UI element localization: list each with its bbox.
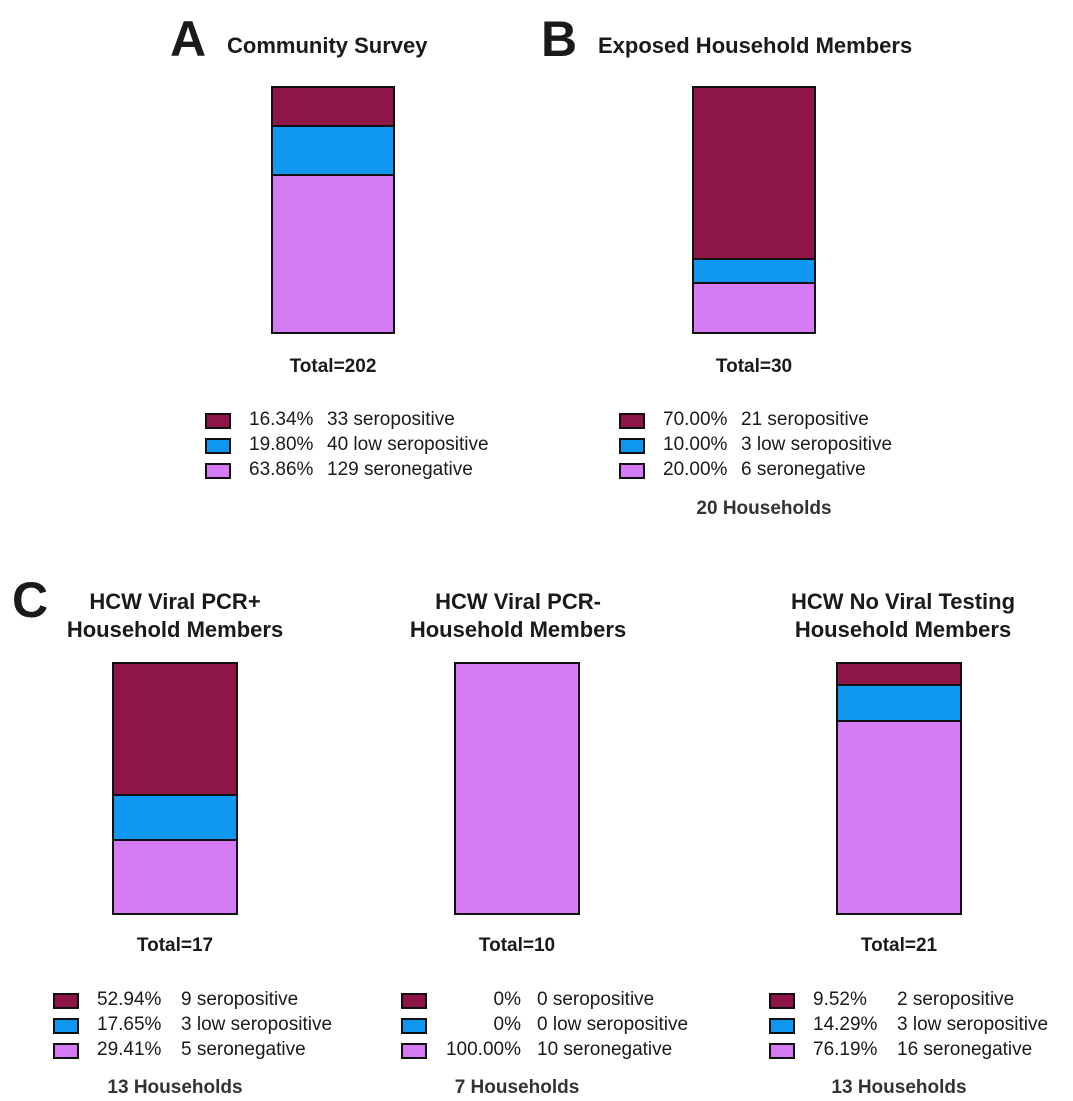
legend-description: 40 low seropositive bbox=[327, 434, 489, 455]
stacked-bar-c2 bbox=[454, 662, 580, 915]
total-label-a: Total=202 bbox=[289, 356, 377, 377]
panel-c3-title-line-1: HCW No Viral Testing bbox=[790, 589, 1016, 614]
legend-percent: 76.19% bbox=[813, 1039, 878, 1060]
segment-seronegative bbox=[454, 662, 580, 915]
segment-seropositive bbox=[692, 86, 816, 260]
legend-percent: 9.52% bbox=[813, 989, 867, 1010]
swatch-low-seropositive bbox=[53, 1018, 79, 1034]
legend-percent: 70.00% bbox=[663, 409, 728, 430]
legend-percent: 52.94% bbox=[97, 989, 162, 1010]
total-label-c2: Total=10 bbox=[478, 935, 556, 956]
households-c2: 7 Households bbox=[454, 1077, 580, 1098]
legend-description: 33 seropositive bbox=[327, 409, 455, 430]
swatch-seropositive bbox=[619, 413, 645, 429]
legend-description: 5 seronegative bbox=[181, 1039, 306, 1060]
panel-b-title: Exposed Household Members bbox=[598, 33, 913, 58]
panel-letter-c: C bbox=[12, 572, 49, 628]
legend-description: 6 seronegative bbox=[741, 459, 866, 480]
legend-description: 10 seronegative bbox=[537, 1039, 673, 1060]
panel-c1-title-line-2: Household Members bbox=[66, 617, 284, 642]
legend-a: 16.34% 33 seropositive 19.80% 40 low seropo… bbox=[205, 409, 535, 489]
segment-seropositive bbox=[271, 86, 395, 127]
legend-percent: 29.41% bbox=[97, 1039, 162, 1060]
panel-c3-title-line-2: Household Members bbox=[794, 617, 1012, 642]
legend-description: 3 low seropositive bbox=[741, 434, 893, 455]
legend-b: 70.00% 21 seropositive 10.00% 3 low seropos… bbox=[619, 409, 959, 489]
stacked-bar-a bbox=[271, 86, 395, 334]
panel-c2-title: HCW Viral PCR- Household Members bbox=[388, 588, 648, 644]
legend-percent: 63.86% bbox=[249, 459, 314, 480]
panel-c3-title: HCW No Viral Testing Household Members bbox=[763, 588, 1043, 644]
legend-percent: 17.65% bbox=[97, 1014, 162, 1035]
legend-description: 21 seropositive bbox=[741, 409, 869, 430]
swatch-seropositive bbox=[401, 993, 427, 1009]
legend-percent: 20.00% bbox=[663, 459, 728, 480]
swatch-seronegative bbox=[205, 463, 231, 479]
segment-low-seropositive bbox=[836, 684, 962, 723]
swatch-low-seropositive bbox=[401, 1018, 427, 1034]
households-c3: 13 Households bbox=[831, 1077, 967, 1098]
panel-c1-title: HCW Viral PCR+ Household Members bbox=[45, 588, 305, 644]
legend-description: 0 low seropositive bbox=[537, 1014, 689, 1035]
legend-description: 16 seronegative bbox=[897, 1039, 1033, 1060]
total-label-c1: Total=17 bbox=[136, 935, 214, 956]
segment-seropositive bbox=[112, 662, 238, 796]
segment-low-seropositive bbox=[112, 793, 238, 841]
legend-description: 9 seropositive bbox=[181, 989, 299, 1010]
legend-description: 2 seropositive bbox=[897, 989, 1015, 1010]
total-label-c3: Total=21 bbox=[860, 935, 938, 956]
swatch-low-seropositive bbox=[619, 438, 645, 454]
legend-percent: 100.00% bbox=[445, 1039, 521, 1060]
households-b: 20 Households bbox=[696, 498, 832, 519]
legend-percent: 0% bbox=[493, 1014, 521, 1035]
legend-description: 3 low seropositive bbox=[181, 1014, 333, 1035]
legend-c1: 52.94% 9 seropositive 17.65% 3 low seroposi… bbox=[53, 989, 363, 1069]
segment-seronegative bbox=[836, 720, 962, 915]
legend-percent: 14.29% bbox=[813, 1014, 878, 1035]
swatch-seronegative bbox=[619, 463, 645, 479]
swatch-low-seropositive bbox=[769, 1018, 795, 1034]
panel-c1-title-line-1: HCW Viral PCR+ bbox=[89, 589, 261, 614]
legend-percent: 16.34% bbox=[249, 409, 314, 430]
swatch-seropositive bbox=[53, 993, 79, 1009]
swatch-low-seropositive bbox=[205, 438, 231, 454]
swatch-seropositive bbox=[769, 993, 795, 1009]
segment-seronegative bbox=[692, 282, 816, 334]
total-label-b: Total=30 bbox=[715, 356, 793, 377]
swatch-seronegative bbox=[53, 1043, 79, 1059]
legend-description: 3 low seropositive bbox=[897, 1014, 1049, 1035]
legend-c3: 9.52% 2 seropositive 14.29% 3 low seroposit… bbox=[769, 989, 1069, 1069]
panel-c2-title-line-1: HCW Viral PCR- bbox=[435, 589, 601, 614]
panel-a-title: Community Survey bbox=[227, 33, 428, 58]
swatch-seronegative bbox=[401, 1043, 427, 1059]
panel-letter-a: A bbox=[170, 11, 207, 67]
legend-c2: 0% 0 seropositive 0% 0 low seropositive 100.… bbox=[401, 989, 731, 1069]
stacked-bar-b bbox=[692, 86, 816, 334]
segment-seronegative bbox=[112, 838, 238, 915]
swatch-seronegative bbox=[769, 1043, 795, 1059]
segment-seropositive bbox=[836, 662, 962, 687]
legend-percent: 10.00% bbox=[663, 434, 728, 455]
segment-seronegative bbox=[271, 173, 395, 334]
panel-c2-title-line-2: Household Members bbox=[409, 617, 627, 642]
panel-letter-b: B bbox=[541, 11, 578, 67]
households-c1: 13 Households bbox=[107, 1077, 243, 1098]
legend-percent: 0% bbox=[493, 989, 521, 1010]
segment-low-seropositive bbox=[271, 124, 395, 176]
swatch-seropositive bbox=[205, 413, 231, 429]
stacked-bar-c3 bbox=[836, 662, 962, 915]
legend-description: 0 seropositive bbox=[537, 989, 655, 1010]
legend-description: 129 seronegative bbox=[327, 459, 473, 480]
stacked-bar-c1 bbox=[112, 662, 238, 915]
legend-percent: 19.80% bbox=[249, 434, 314, 455]
segment-low-seropositive bbox=[692, 257, 816, 285]
